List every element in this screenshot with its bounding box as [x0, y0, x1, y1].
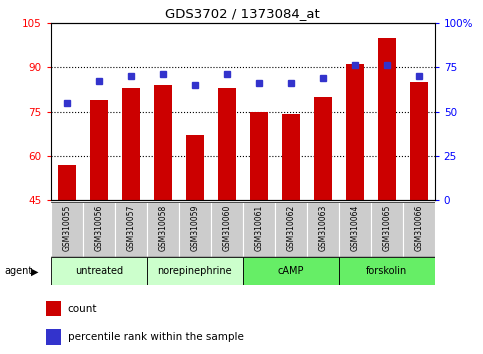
Text: GSM310062: GSM310062: [286, 205, 295, 251]
Text: GSM310065: GSM310065: [382, 205, 391, 251]
Text: GSM310063: GSM310063: [318, 205, 327, 251]
Text: GSM310060: GSM310060: [222, 205, 231, 251]
Text: forskolin: forskolin: [366, 266, 407, 276]
Text: GSM310057: GSM310057: [126, 205, 135, 251]
Bar: [346, 64, 364, 200]
Bar: [186, 135, 203, 200]
Bar: [147, 202, 179, 257]
Bar: [46, 329, 61, 345]
Bar: [339, 202, 371, 257]
Bar: [211, 202, 242, 257]
Text: agent: agent: [5, 266, 33, 276]
Text: norepinephrine: norepinephrine: [157, 266, 232, 276]
Bar: [410, 82, 427, 200]
Text: count: count: [68, 303, 97, 314]
Text: GSM310058: GSM310058: [158, 205, 167, 251]
Bar: [371, 202, 403, 257]
Text: GSM310056: GSM310056: [94, 205, 103, 251]
Text: percentile rank within the sample: percentile rank within the sample: [68, 332, 243, 342]
Bar: [83, 202, 115, 257]
Bar: [122, 88, 140, 200]
Bar: [218, 88, 236, 200]
Bar: [307, 202, 339, 257]
Bar: [314, 97, 331, 200]
Text: GSM310064: GSM310064: [350, 205, 359, 251]
Bar: [46, 301, 61, 316]
Text: GSM310061: GSM310061: [254, 205, 263, 251]
Text: GSM310055: GSM310055: [62, 205, 71, 251]
Bar: [51, 257, 147, 285]
Text: GSM310059: GSM310059: [190, 205, 199, 251]
Bar: [115, 202, 147, 257]
Bar: [250, 112, 268, 200]
Bar: [378, 38, 396, 200]
Bar: [339, 257, 435, 285]
Bar: [403, 202, 435, 257]
Bar: [58, 165, 75, 200]
Bar: [90, 100, 108, 200]
Bar: [275, 202, 307, 257]
Bar: [282, 114, 299, 200]
Title: GDS3702 / 1373084_at: GDS3702 / 1373084_at: [165, 7, 320, 21]
Bar: [243, 202, 275, 257]
Text: ▶: ▶: [31, 267, 39, 276]
Bar: [147, 257, 243, 285]
Bar: [51, 202, 83, 257]
Text: untreated: untreated: [75, 266, 123, 276]
Text: GSM310066: GSM310066: [414, 205, 423, 251]
Text: cAMP: cAMP: [277, 266, 304, 276]
Bar: [154, 85, 171, 200]
Bar: [243, 257, 339, 285]
Bar: [179, 202, 211, 257]
